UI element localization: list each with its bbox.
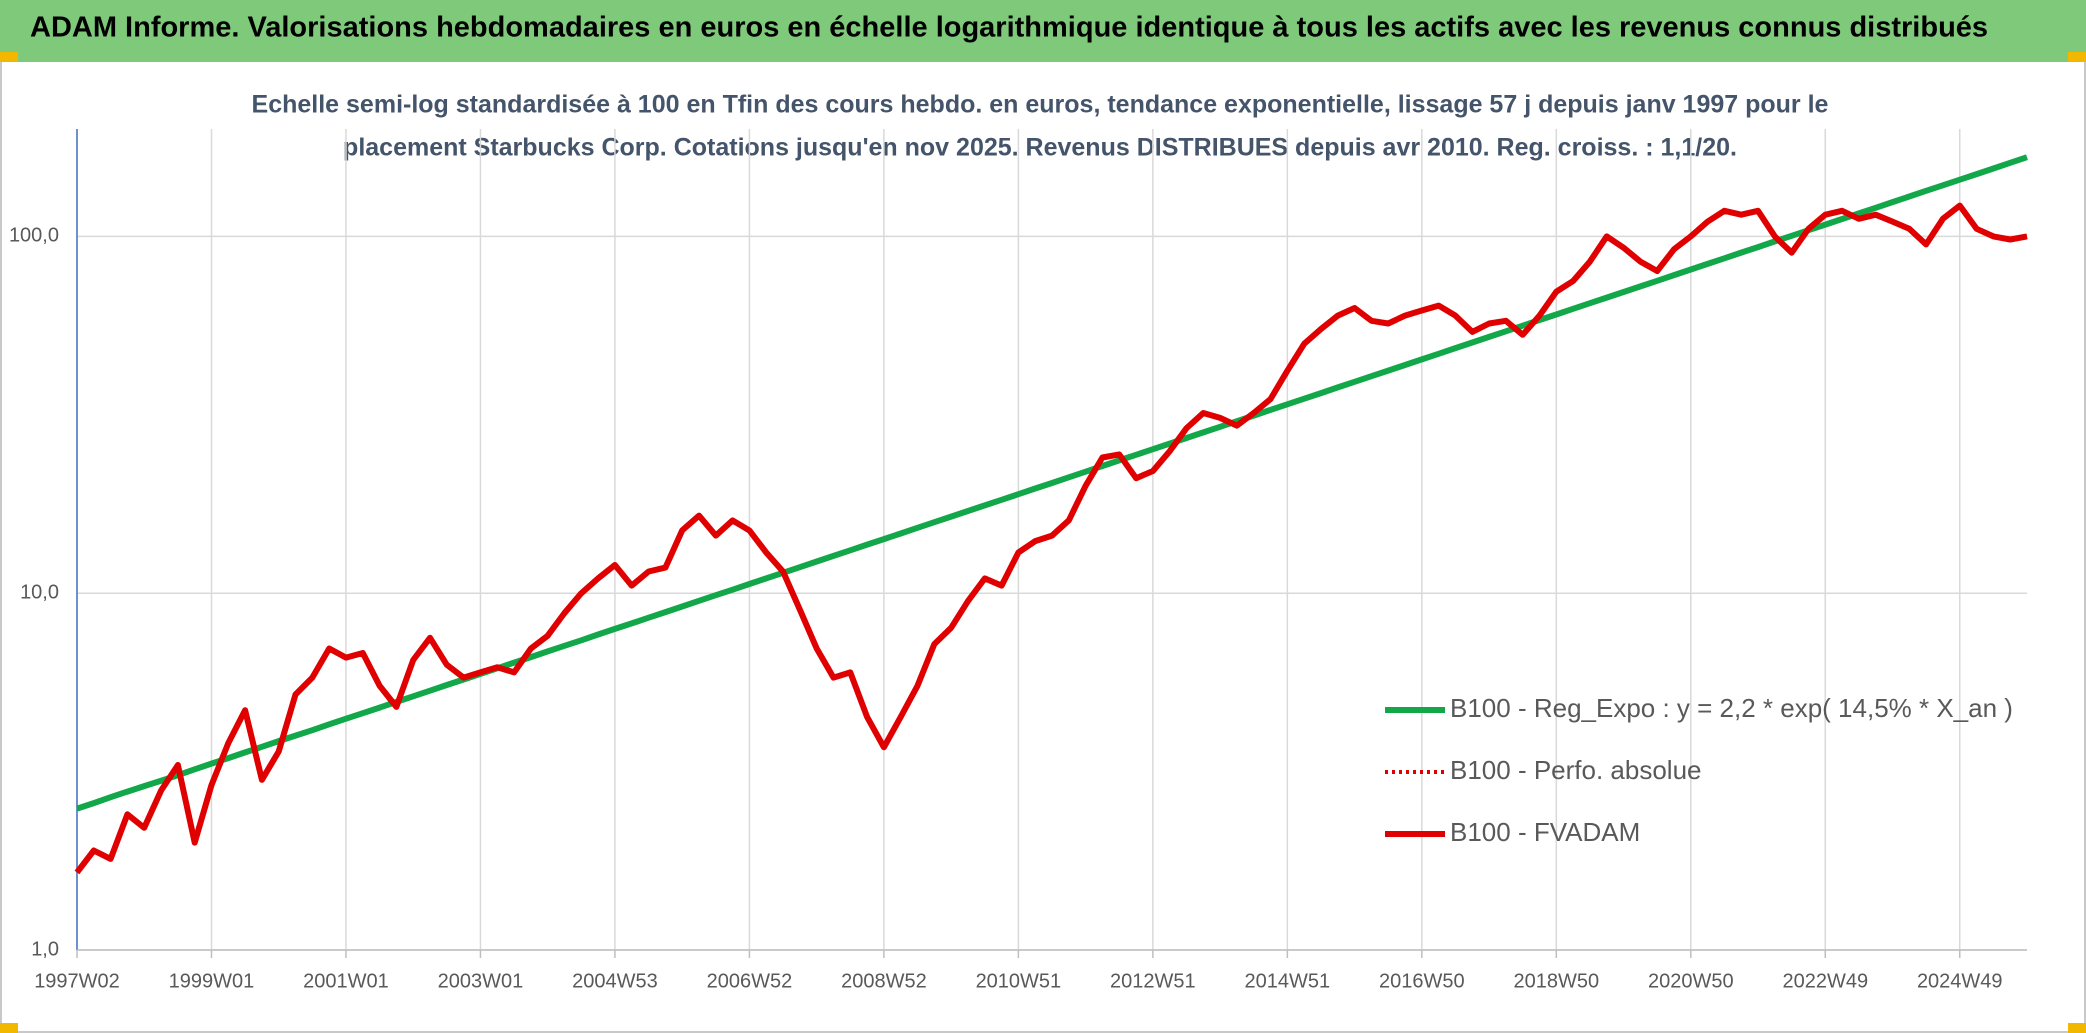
chart-subtitle: Echelle semi-log standardisée à 100 en T… <box>252 91 1829 119</box>
x-tick-label: 2001W01 <box>303 970 389 992</box>
page-title: ADAM Informe. Valorisations hebdomadaire… <box>30 12 1988 44</box>
legend-label: B100 - FVADAM <box>1450 817 1640 847</box>
x-tick-label: 2014W51 <box>1245 970 1331 992</box>
x-tick-label: 2018W50 <box>1513 970 1599 992</box>
x-tick-label: 2022W49 <box>1782 970 1868 992</box>
y-tick-label: 10,0 <box>20 581 59 603</box>
x-tick-label: 2008W52 <box>841 970 927 992</box>
corner <box>2068 1023 2086 1033</box>
y-tick-label: 100,0 <box>9 225 59 247</box>
x-tick-label: 2003W01 <box>438 970 524 992</box>
corner <box>0 52 18 62</box>
x-tick-label: 2006W52 <box>707 970 793 992</box>
x-tick-label: 2016W50 <box>1379 970 1465 992</box>
x-tick-label: 2012W51 <box>1110 970 1196 992</box>
corner <box>0 1023 18 1033</box>
y-tick-label: 1,0 <box>31 938 59 960</box>
x-tick-label: 1999W01 <box>169 970 255 992</box>
series-line <box>74 202 2028 875</box>
legend-label: B100 - Perfo. absolue <box>1450 755 1702 785</box>
x-tick-label: 2010W51 <box>976 970 1062 992</box>
corner <box>2068 52 2086 62</box>
legend-label: B100 - Reg_Expo : y = 2,2 * exp( 14,5% *… <box>1450 693 2013 723</box>
header-bar <box>0 0 2086 62</box>
x-tick-label: 2020W50 <box>1648 970 1734 992</box>
x-tick-label: 2024W49 <box>1917 970 2003 992</box>
x-tick-label: 2004W53 <box>572 970 658 992</box>
x-tick-label: 1997W02 <box>34 970 120 992</box>
chart-subtitle: placement Starbucks Corp. Cotations jusq… <box>343 134 1737 162</box>
